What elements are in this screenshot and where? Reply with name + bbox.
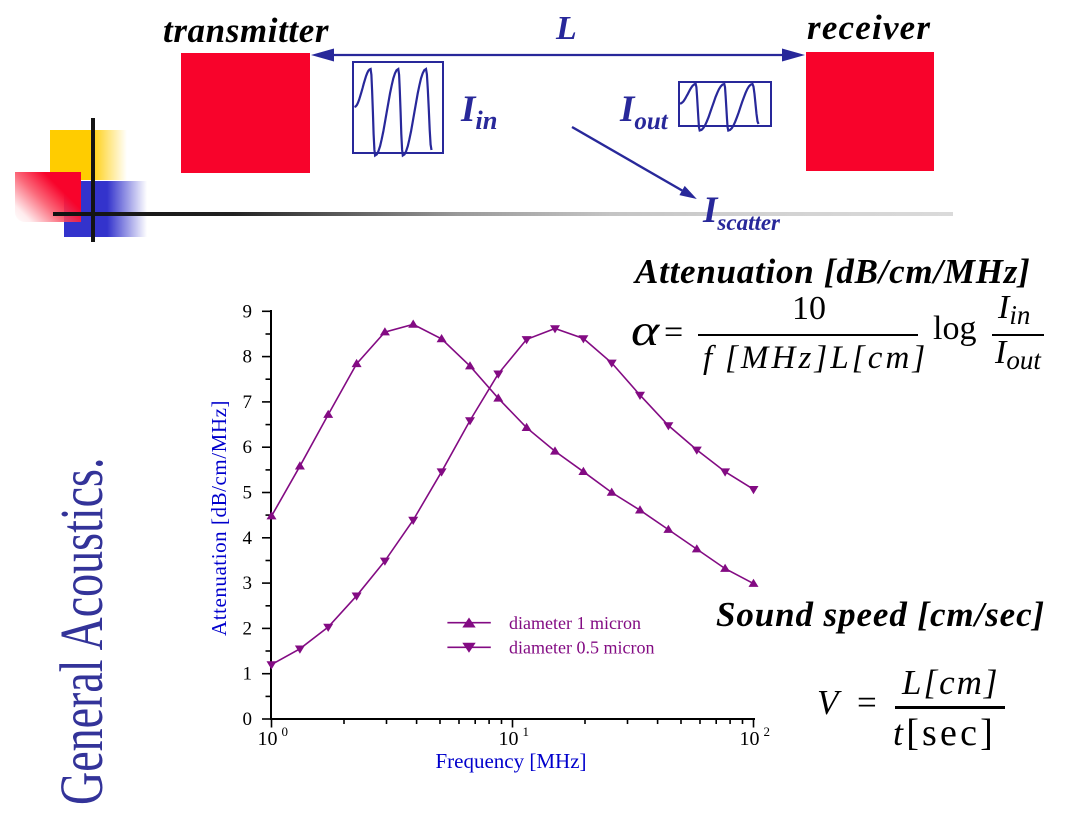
svg-text:1: 1 — [243, 664, 253, 685]
svg-text:0: 0 — [282, 724, 289, 739]
svg-text:3: 3 — [243, 573, 253, 594]
svg-text:Frequency [MHz]: Frequency [MHz] — [435, 749, 586, 773]
svg-text:5: 5 — [243, 483, 253, 504]
svg-text:2: 2 — [243, 618, 253, 639]
svg-text:10: 10 — [258, 728, 278, 750]
svg-text:4: 4 — [243, 528, 253, 549]
svg-text:8: 8 — [243, 347, 253, 368]
svg-text:7: 7 — [243, 392, 253, 413]
svg-text:1: 1 — [523, 724, 530, 739]
svg-text:9: 9 — [243, 301, 253, 322]
svg-text:0: 0 — [243, 709, 253, 730]
svg-text:10: 10 — [740, 728, 760, 750]
svg-text:diameter 1 micron: diameter 1 micron — [509, 613, 641, 633]
svg-text:6: 6 — [243, 437, 253, 458]
svg-text:diameter 0.5 micron: diameter 0.5 micron — [509, 638, 654, 658]
svg-text:2: 2 — [764, 724, 771, 739]
svg-text:Attenuation [dB/cm/MHz]: Attenuation [dB/cm/MHz] — [207, 400, 231, 636]
svg-text:10: 10 — [499, 728, 519, 750]
